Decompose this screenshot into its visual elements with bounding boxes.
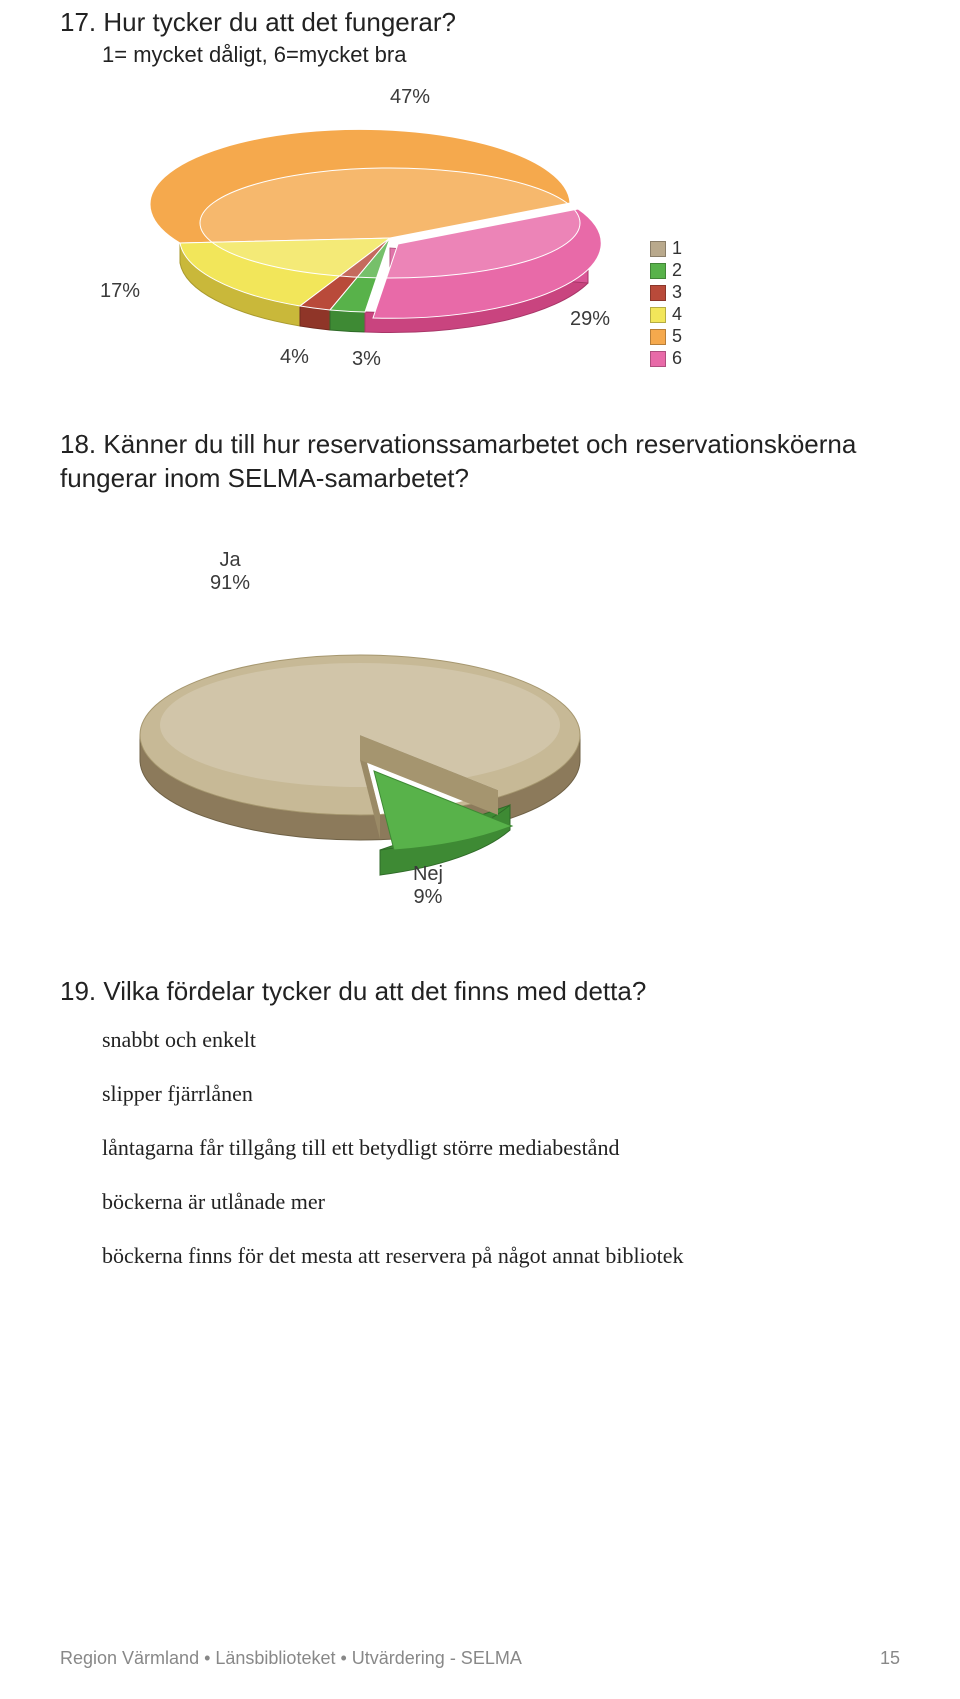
legend-label: 2 [672, 260, 682, 281]
chart2-svg [80, 545, 640, 905]
legend-item: 4 [650, 304, 682, 326]
legend-item: 3 [650, 282, 682, 304]
page-footer: Region Värmland • Länsbiblioteket • Utvä… [60, 1648, 900, 1669]
answer-item: snabbt och enkelt [102, 1027, 900, 1053]
legend-item: 5 [650, 326, 682, 348]
legend-label: 1 [672, 238, 682, 259]
legend-label: 6 [672, 348, 682, 369]
legend-label: 5 [672, 326, 682, 347]
legend-item: 1 [650, 238, 682, 260]
legend-item: 6 [650, 348, 682, 370]
chart1-pct-17: 17% [100, 280, 140, 303]
q18-title: 18. Känner du till hur reservationssamar… [60, 428, 900, 496]
answer-item: låntagarna får tillgång till ett betydli… [102, 1135, 900, 1161]
chart1-pct-3: 3% [352, 348, 381, 371]
chart1-svg [90, 88, 730, 388]
q19-title: 19. Vilka fördelar tycker du att det fin… [60, 975, 900, 1009]
chart2-label-ja: Ja 91% [200, 549, 260, 595]
answer-item: böckerna är utlånade mer [102, 1189, 900, 1215]
q17-title: 17. Hur tycker du att det fungerar? [60, 6, 900, 40]
q19-answers: snabbt och enkelt slipper fjärrlånen lån… [102, 1027, 900, 1269]
answer-item: böckerna finns för det mesta att reserve… [102, 1243, 900, 1269]
legend-item: 2 [650, 260, 682, 282]
chart1-pct-47: 47% [390, 86, 430, 109]
chart2-nej-text: Nej [398, 863, 458, 886]
legend-label: 4 [672, 304, 682, 325]
chart2-ja-text: Ja [200, 549, 260, 572]
chart2-container: Ja 91% Nej 9% [80, 545, 900, 905]
chart1-legend: 1 2 3 4 5 6 [650, 238, 682, 370]
footer-left: Region Värmland • Länsbiblioteket • Utvä… [60, 1648, 522, 1669]
q17-subtitle: 1= mycket dåligt, 6=mycket bra [102, 42, 900, 68]
answer-item: slipper fjärrlånen [102, 1081, 900, 1107]
legend-label: 3 [672, 282, 682, 303]
chart1-pct-29: 29% [570, 308, 610, 331]
chart2-ja-pct: 91% [200, 572, 260, 595]
footer-page-number: 15 [880, 1648, 900, 1669]
chart2-label-nej: Nej 9% [398, 863, 458, 909]
chart1-pct-4: 4% [280, 346, 309, 369]
chart1-container: 47% 29% 17% 4% 3% 1 2 3 4 5 6 [90, 88, 900, 388]
chart2-nej-pct: 9% [398, 886, 458, 909]
